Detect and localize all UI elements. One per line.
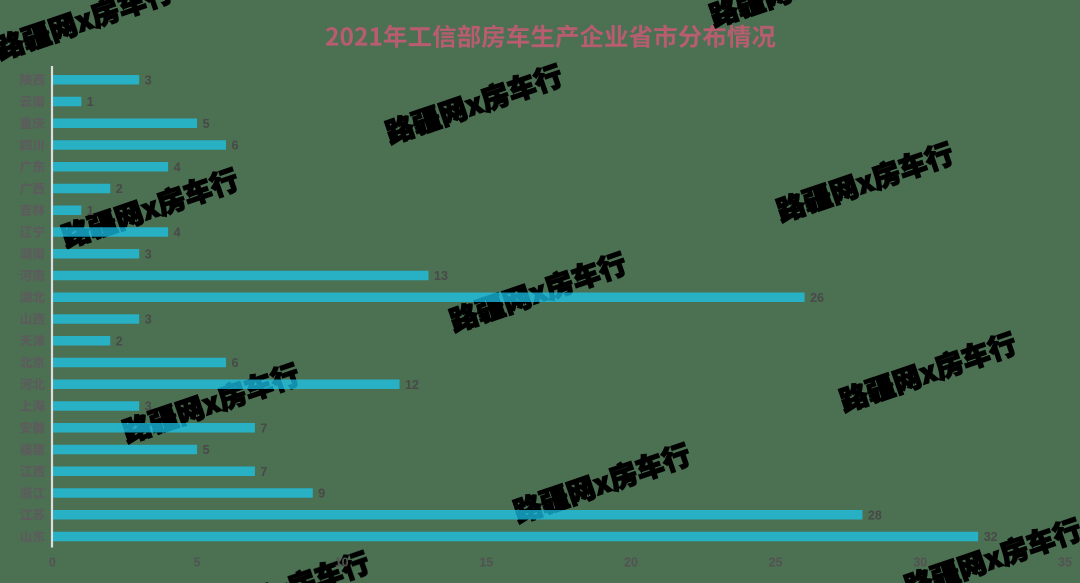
svg-text:6: 6: [232, 139, 239, 153]
svg-text:6: 6: [232, 356, 239, 370]
svg-text:2: 2: [116, 334, 123, 348]
svg-text:3: 3: [145, 313, 152, 327]
svg-text:13: 13: [434, 269, 448, 283]
svg-text:35: 35: [1058, 556, 1072, 570]
svg-text:12: 12: [405, 378, 419, 392]
svg-text:15: 15: [479, 556, 493, 570]
svg-text:28: 28: [868, 508, 882, 522]
svg-text:3: 3: [145, 400, 152, 414]
svg-text:10: 10: [335, 556, 349, 570]
svg-text:9: 9: [318, 487, 325, 501]
svg-text:30: 30: [913, 556, 927, 570]
svg-text:4: 4: [174, 160, 181, 174]
svg-text:0: 0: [49, 556, 56, 570]
svg-text:1: 1: [87, 95, 94, 109]
svg-text:25: 25: [769, 556, 783, 570]
svg-text:3: 3: [145, 247, 152, 261]
svg-text:4: 4: [174, 226, 181, 240]
svg-text:5: 5: [203, 443, 210, 457]
svg-text:7: 7: [260, 465, 267, 479]
svg-text:26: 26: [810, 291, 824, 305]
svg-text:5: 5: [203, 117, 210, 131]
svg-text:32: 32: [984, 530, 998, 544]
svg-text:2: 2: [116, 182, 123, 196]
svg-text:3: 3: [145, 73, 152, 87]
svg-text:1: 1: [87, 204, 94, 218]
svg-text:5: 5: [194, 556, 201, 570]
svg-text:7: 7: [260, 421, 267, 435]
svg-text:20: 20: [624, 556, 638, 570]
